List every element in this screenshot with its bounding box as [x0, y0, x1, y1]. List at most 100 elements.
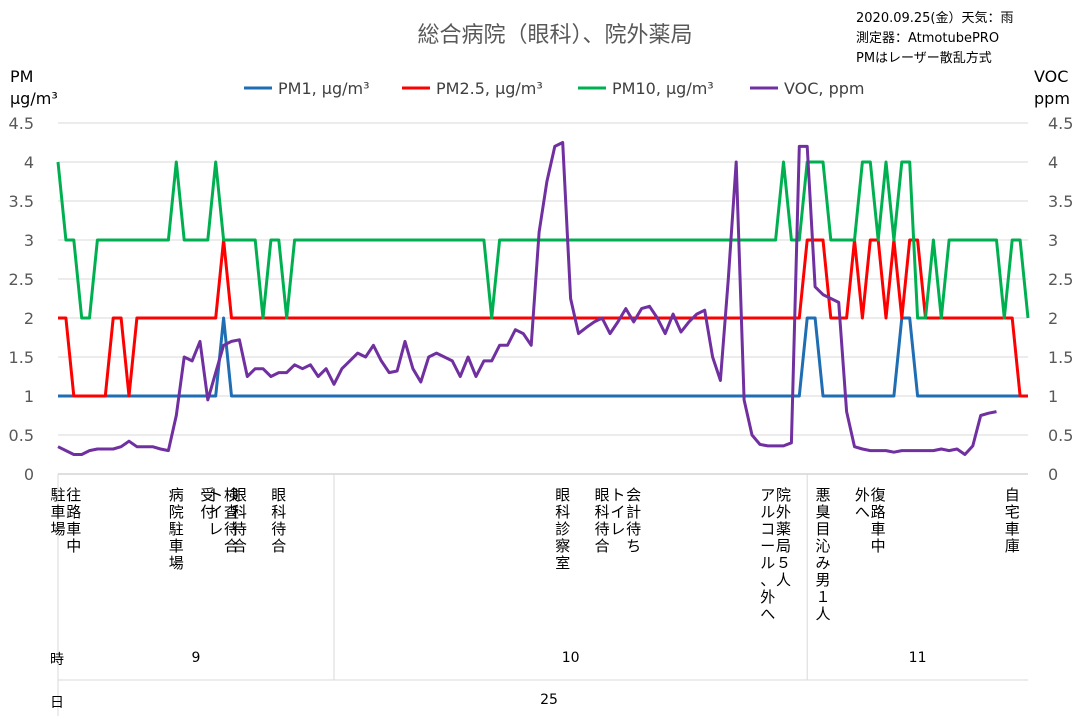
category-label-char: 待: [224, 520, 239, 538]
right-tick-label: 0: [1048, 465, 1058, 484]
day-label: 25: [540, 692, 558, 708]
category-label-char: ー: [760, 537, 775, 555]
category-label-char: ト: [610, 486, 625, 504]
category-label-char: 外: [760, 588, 775, 606]
category-label-char: 局: [776, 537, 791, 555]
category-label-char: 待: [626, 520, 641, 538]
category-label-char: 駐: [169, 520, 184, 538]
category-label-char: 査: [224, 503, 239, 521]
right-tick-label: 1.5: [1048, 348, 1073, 367]
category-label-char: ト: [208, 486, 223, 504]
category-label-char: へ: [760, 605, 775, 623]
category-label-char: 診: [555, 520, 570, 538]
hour-label: 11: [909, 650, 927, 666]
category-label-char: イ: [208, 503, 223, 521]
meta-pm-method: PMはレーザー散乱方式: [856, 50, 992, 66]
left-tick-label: 3: [24, 231, 34, 250]
category-label-char: レ: [610, 520, 625, 538]
category-label-char: コ: [760, 520, 775, 538]
left-axis-label-unit: μg/m³: [10, 89, 58, 108]
category-label-char: 合: [595, 537, 610, 555]
gridlines: [58, 122, 1028, 475]
category-label-char: 科: [595, 503, 610, 521]
right-axis-ticks: 0 0.5 1 1.5 2 2.5 3 3.5 4 4.5: [1048, 114, 1073, 484]
series-line-pm10: [56, 160, 1030, 320]
category-label-char: 悪: [815, 486, 830, 504]
category-label-char: 庫: [1005, 537, 1020, 555]
category-label-char: 会: [626, 486, 641, 504]
left-tick-label: 1.5: [9, 348, 34, 367]
category-label-char: 路: [66, 503, 81, 521]
legend-label-pm10: PM10, μg/m³: [612, 79, 714, 98]
category-label-char: 自: [1005, 486, 1020, 504]
category-labels: 駐車場往路車中病院駐車場受付トイレ検査待合眼科待合眼科待合眼科診察室眼科待合トイ…: [50, 486, 1019, 623]
category-label-char: み: [815, 554, 830, 572]
category-label-char: 車: [169, 537, 184, 555]
category-label-char: 、: [760, 571, 775, 589]
right-tick-label: 0.5: [1048, 426, 1073, 445]
right-tick-label: 3.5: [1048, 192, 1073, 211]
category-label-char: 受: [200, 486, 215, 504]
right-tick-label: 4: [1048, 153, 1058, 172]
right-tick-label: 2.5: [1048, 270, 1073, 289]
series-line-pm25: [58, 238, 1028, 398]
legend-label-pm1: PM1, μg/m³: [278, 79, 370, 98]
category-label-char: 院: [169, 503, 184, 521]
category-label-char: レ: [208, 520, 223, 538]
category-label-char: 待: [595, 520, 610, 538]
left-tick-label: 2: [24, 309, 34, 328]
category-label-char: 外: [776, 503, 791, 521]
category-label-char: 中: [871, 537, 886, 555]
category-label-char: 復: [871, 486, 886, 504]
category-label-char: 待: [232, 520, 247, 538]
category-label-char: 男: [815, 571, 830, 589]
category-label-char: 往: [66, 486, 81, 504]
category-label-char: 眼: [595, 486, 610, 504]
category-label-char: ル: [760, 503, 775, 521]
category-label-char: 察: [555, 537, 570, 555]
left-tick-label: 3.5: [9, 192, 34, 211]
category-label-char: 車: [66, 520, 81, 538]
left-axis-label-top: PM: [10, 67, 33, 86]
category-label-char: ち: [626, 537, 641, 555]
hour-labels: 9 10 11: [192, 650, 927, 666]
right-tick-label: 4.5: [1048, 114, 1073, 133]
left-axis-ticks: 0 0.5 1 1.5 2 2.5 3 3.5 4 4.5: [9, 114, 34, 484]
hour-label: 10: [562, 650, 580, 666]
left-tick-label: 1: [24, 387, 34, 406]
left-tick-label: 4: [24, 153, 34, 172]
legend-label-voc: VOC, ppm: [784, 79, 865, 98]
category-label-char: 科: [271, 503, 286, 521]
category-label-char: 薬: [776, 520, 791, 538]
category-label-char: 場: [169, 554, 184, 572]
category-label-char: 臭: [815, 503, 830, 521]
category-label-char: 合: [232, 537, 247, 555]
category-label-char: 車: [1005, 520, 1020, 538]
day-row-label: 日: [50, 695, 64, 711]
right-tick-label: 1: [1048, 387, 1058, 406]
legend: PM1, μg/m³ PM2.5, μg/m³ PM10, μg/m³ VOC,…: [244, 79, 865, 98]
category-label-char: 宅: [1005, 503, 1020, 521]
legend-label-pm25: PM2.5, μg/m³: [436, 79, 543, 98]
category-label-char: ア: [760, 486, 775, 504]
category-separators: [57, 474, 1028, 716]
hour-row-label: 時: [50, 652, 64, 668]
category-label-char: 科: [232, 503, 247, 521]
category-label-char: 駐: [50, 486, 65, 504]
category-label-char: 計: [626, 503, 641, 521]
category-label-char: 眼: [232, 486, 247, 504]
left-tick-label: 0.5: [9, 426, 34, 445]
chart-title: 総合病院（眼科）、院外薬局: [417, 23, 692, 48]
category-label-char: ル: [760, 554, 775, 572]
category-label-char: １: [815, 588, 830, 606]
right-axis-label-top: VOC: [1034, 67, 1068, 86]
category-label-char: イ: [610, 503, 625, 521]
hour-label: 9: [192, 650, 201, 666]
meta-date-weather: 2020.09.25(金）天気：雨: [856, 10, 1014, 26]
category-label-char: 中: [66, 537, 81, 555]
left-tick-label: 4.5: [9, 114, 34, 133]
category-label-char: 室: [555, 554, 570, 572]
category-label-char: 科: [555, 503, 570, 521]
category-label-char: 人: [815, 605, 830, 623]
